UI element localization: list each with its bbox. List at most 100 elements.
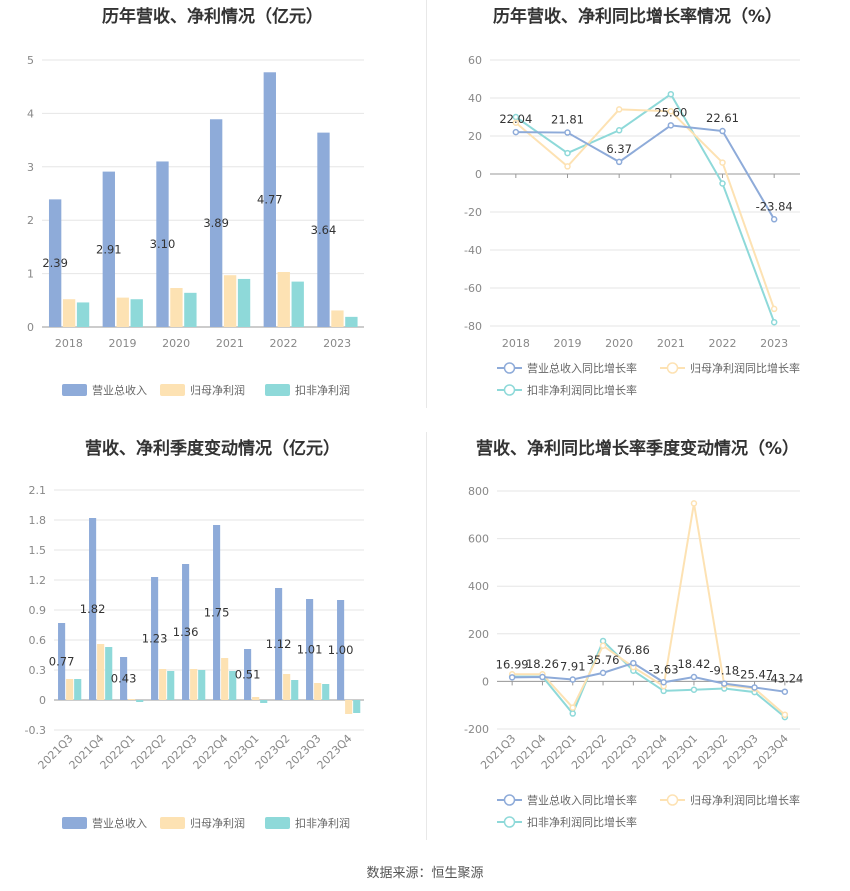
y-tick-label: 1.5 bbox=[29, 544, 47, 557]
point-营业总收入同比增长率 bbox=[690, 673, 698, 681]
point-value-label: 18.42 bbox=[677, 657, 710, 671]
legend-marker bbox=[503, 794, 516, 806]
x-tick-label: 2018 bbox=[55, 337, 83, 350]
bar-扣非净利润 bbox=[167, 671, 175, 700]
line-营业总收入同比增长率 bbox=[515, 124, 776, 220]
data-source-label: 数据来源： bbox=[366, 866, 432, 881]
y-tick-label: 40 bbox=[468, 92, 482, 105]
x-tick-label: 2018 bbox=[502, 337, 530, 350]
point-营业总收入同比增长率 bbox=[539, 673, 546, 681]
y-tick-label: 2.1 bbox=[29, 484, 47, 497]
legend-marker bbox=[666, 362, 679, 374]
bar-value-label: 1.01 bbox=[297, 643, 323, 657]
point-value-label: -3.63 bbox=[649, 662, 679, 676]
legend-swatch bbox=[265, 817, 290, 829]
bar-扣非净利润 bbox=[345, 316, 358, 327]
bar-营业总收入 bbox=[213, 525, 221, 700]
point-归母净利润同比增长率 bbox=[770, 305, 778, 313]
point-营业总收入同比增长率 bbox=[599, 669, 607, 677]
data-source-name: 恒生聚源 bbox=[431, 866, 484, 881]
point-扣非净利润同比增长率 bbox=[719, 180, 726, 187]
point-营业总收入同比增长率 bbox=[630, 659, 637, 667]
annual-revenue-profit-chart: 历年营收、净利情况（亿元） 0 1 2 3 4 5 2018 2019 2020 2021 2022… bbox=[0, 0, 425, 430]
point-value-label: 7.91 bbox=[560, 660, 586, 674]
point-营业总收入同比增长率 bbox=[719, 127, 726, 135]
point-value-label: -43.24 bbox=[766, 672, 803, 686]
point-归母净利润同比增长率 bbox=[615, 106, 623, 113]
y-tick-label: 1.8 bbox=[29, 514, 47, 527]
legend-swatch bbox=[62, 817, 87, 829]
point-归母净利润同比增长率 bbox=[569, 704, 576, 711]
point-营业总收入同比增长率 bbox=[667, 122, 675, 129]
point-扣非净利润同比增长率 bbox=[569, 710, 576, 717]
annual-growth-rate-chart: 历年营收、净利同比增长率情况（%） 60 40 20 0 -20 -40 -60 -80 201… bbox=[425, 0, 850, 430]
point-value-label: 6.37 bbox=[606, 142, 632, 156]
bar-value-label: 1.36 bbox=[173, 625, 199, 639]
legend-label: 扣非净利润 bbox=[295, 816, 350, 830]
point-value-label: 22.04 bbox=[499, 112, 532, 126]
divider-top bbox=[426, 0, 427, 408]
bar-营业总收入 bbox=[209, 119, 223, 327]
bar-value-label: 1.75 bbox=[204, 606, 230, 620]
legend-label: 扣非净利润 bbox=[295, 383, 350, 397]
y-tick-label: 0.3 bbox=[29, 664, 47, 677]
bar-归母净利润 bbox=[277, 271, 290, 327]
x-tick-label: 2019 bbox=[554, 337, 582, 350]
legend-label: 营业总收入 bbox=[92, 816, 147, 830]
point-营业总收入同比增长率 bbox=[721, 680, 728, 687]
bar-扣非净利润 bbox=[353, 700, 361, 713]
bar-营业总收入 bbox=[317, 132, 330, 327]
y-tick-label: 400 bbox=[468, 580, 489, 593]
point-营业总收入同比增长率 bbox=[615, 158, 623, 166]
bar-扣非净利润 bbox=[184, 292, 197, 327]
bar-归母净利润 bbox=[190, 669, 198, 700]
point-value-label: 16.99 bbox=[496, 657, 529, 671]
quarterly-revenue-profit-svg: 2.11.81.51.20.90.60.30-0.32021Q32021Q420… bbox=[25, 484, 364, 830]
bar-扣非净利润 bbox=[229, 671, 237, 700]
quarterly-growth-rate-chart: 营收、净利同比增长率季度变动情况（%） 800 600 400 200 0 -200 202… bbox=[425, 430, 850, 860]
bar-归母净利润 bbox=[221, 658, 229, 700]
legend-swatch bbox=[160, 384, 185, 396]
bar-归母净利润 bbox=[128, 699, 136, 700]
annual-growth-rate-svg: 60 40 20 0 -20 -40 -60 -80 2018 2019 2020 2021 2022 2… bbox=[464, 54, 800, 397]
point-营业总收入同比增长率 bbox=[569, 676, 576, 683]
x-tick-label: 2021 bbox=[657, 337, 685, 350]
legend-marker bbox=[666, 794, 679, 806]
bar-value-label: 3.10 bbox=[150, 237, 176, 251]
bar-value-label: 2.91 bbox=[96, 242, 122, 256]
line-归母净利润同比增长率 bbox=[515, 108, 776, 310]
bar-value-label: 0.43 bbox=[111, 672, 137, 686]
divider-bottom bbox=[426, 432, 427, 840]
y-tick-label: 5 bbox=[27, 54, 34, 67]
point-归母净利润同比增长率 bbox=[599, 642, 607, 649]
bar-value-label: 2.39 bbox=[42, 256, 68, 270]
bar-value-label: 4.77 bbox=[257, 193, 283, 207]
point-value-label: -23.84 bbox=[756, 199, 793, 213]
bar-扣非净利润 bbox=[291, 281, 304, 327]
annual-revenue-profit-svg: 0 1 2 3 4 5 2018 2019 2020 2021 2022 2023 2.39 2.91 3.… bbox=[27, 54, 364, 397]
x-tick-label: 2023Q4 bbox=[315, 732, 355, 772]
y-tick-label: -60 bbox=[464, 282, 482, 295]
legend-marker bbox=[503, 362, 516, 374]
point-归母净利润同比增长率 bbox=[564, 163, 571, 170]
legend-label: 扣非净利润同比增长率 bbox=[527, 815, 637, 829]
bar-value-label: 1.82 bbox=[80, 602, 106, 616]
point-营业总收入同比增长率 bbox=[512, 128, 520, 136]
legend-label: 归母净利润同比增长率 bbox=[690, 793, 800, 807]
y-tick-label: -80 bbox=[464, 320, 482, 333]
bar-归母净利润 bbox=[97, 644, 105, 700]
y-tick-label: 0.6 bbox=[29, 634, 47, 647]
y-tick-label: -20 bbox=[464, 206, 482, 219]
y-tick-label: 0 bbox=[475, 168, 482, 181]
point-归母净利润同比增长率 bbox=[719, 159, 726, 166]
x-tick-label: 2023 bbox=[760, 337, 788, 350]
point-归母净利润同比增长率 bbox=[781, 711, 789, 718]
point-归母净利润同比增长率 bbox=[512, 119, 520, 126]
legend-swatch bbox=[265, 384, 290, 396]
x-tick-label: 2019 bbox=[109, 337, 137, 350]
bar-归母净利润 bbox=[116, 297, 129, 327]
bar-归母净利润 bbox=[331, 310, 344, 327]
line-归母净利润同比增长率 bbox=[512, 503, 786, 716]
x-tick-label: 2021 bbox=[216, 337, 244, 350]
chart-title: 营收、净利季度变动情况（亿元） bbox=[85, 439, 340, 459]
